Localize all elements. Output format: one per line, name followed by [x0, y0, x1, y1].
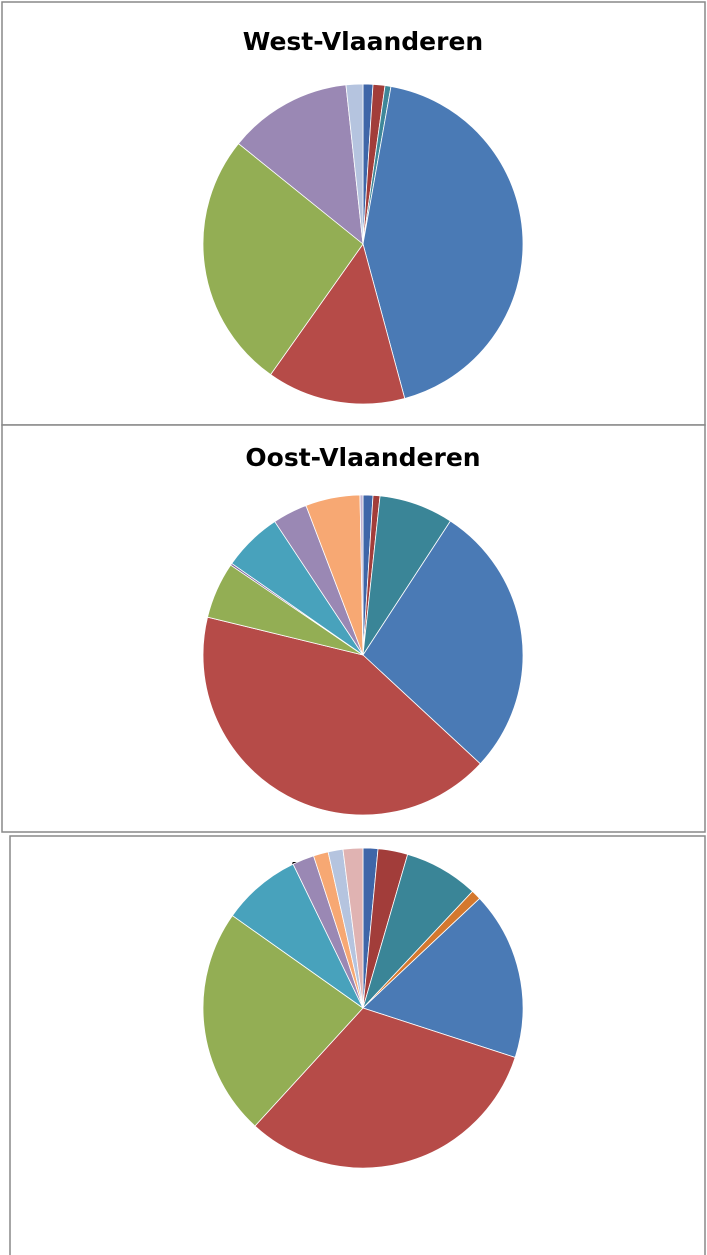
pie-slice	[342, 847, 364, 1009]
pie-slice	[202, 616, 481, 816]
chart-title: West-Vlaanderen	[243, 27, 483, 56]
pie-slice	[254, 1007, 516, 1169]
pie-slice	[270, 243, 406, 405]
pie-slice	[202, 915, 364, 1127]
chart-title: Oost-Vlaanderen	[245, 443, 480, 472]
pie-slice	[362, 520, 524, 765]
pie-slice	[362, 86, 524, 399]
pie-slice	[359, 494, 364, 656]
pie-slice	[202, 143, 364, 376]
pie-slice	[237, 84, 364, 245]
pie-slice	[345, 83, 364, 245]
pie-slice	[362, 897, 524, 1058]
